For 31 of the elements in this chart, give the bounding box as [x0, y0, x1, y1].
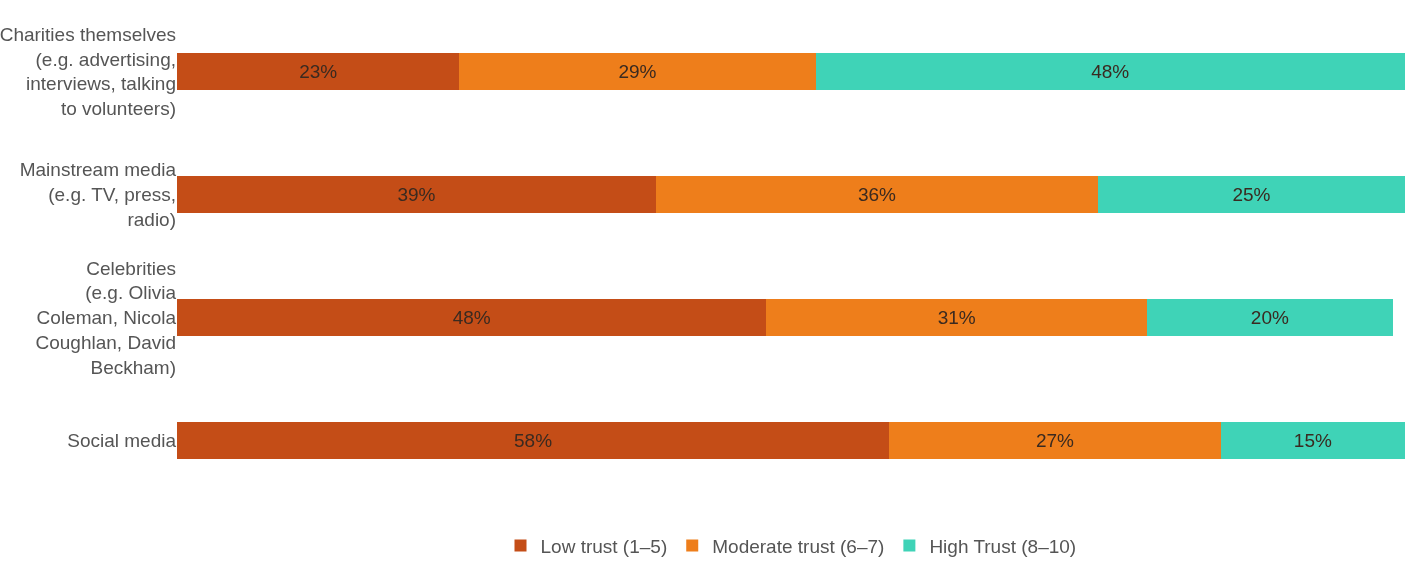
bar	[177, 176, 656, 213]
bar	[655, 176, 1098, 213]
bar	[889, 422, 1221, 459]
data-label: 48%	[1091, 61, 1130, 82]
data-label: 29%	[618, 61, 657, 82]
bar	[815, 53, 1405, 90]
bar	[1098, 176, 1405, 213]
data-label: 36%	[857, 184, 897, 205]
legend-label: High Trust (8–10)	[929, 535, 1077, 557]
y-tick-label: Social media	[67, 430, 177, 452]
y-tick-label: Mainstream media (e.g. TV, press, radio)	[19, 159, 177, 230]
bar	[766, 299, 1148, 336]
bar	[1220, 422, 1405, 459]
bar	[177, 53, 460, 90]
data-label: 27%	[1035, 430, 1075, 451]
bar	[177, 422, 890, 459]
bar	[459, 53, 816, 90]
bar	[1147, 299, 1393, 336]
data-label: 39%	[397, 184, 436, 205]
data-label: 23%	[299, 61, 338, 82]
bar	[177, 299, 767, 336]
data-label: 20%	[1250, 307, 1289, 328]
legend-label: Low trust (1–5)	[540, 535, 668, 557]
data-label: 48%	[452, 307, 491, 328]
data-label: 31%	[937, 307, 976, 328]
y-tick-label: Charities themselves (e.g. advertising, interviews, talking to volunteers)	[0, 24, 176, 120]
data-label: 15%	[1293, 430, 1332, 451]
data-label: 25%	[1232, 184, 1271, 205]
y-tick-label: Celebrities (e.g. Olivia Coleman, Nicola Coughlan, David Beckham)	[35, 257, 177, 378]
data-label: 58%	[514, 430, 553, 451]
legend-label: Moderate trust (6–7)	[712, 535, 885, 557]
